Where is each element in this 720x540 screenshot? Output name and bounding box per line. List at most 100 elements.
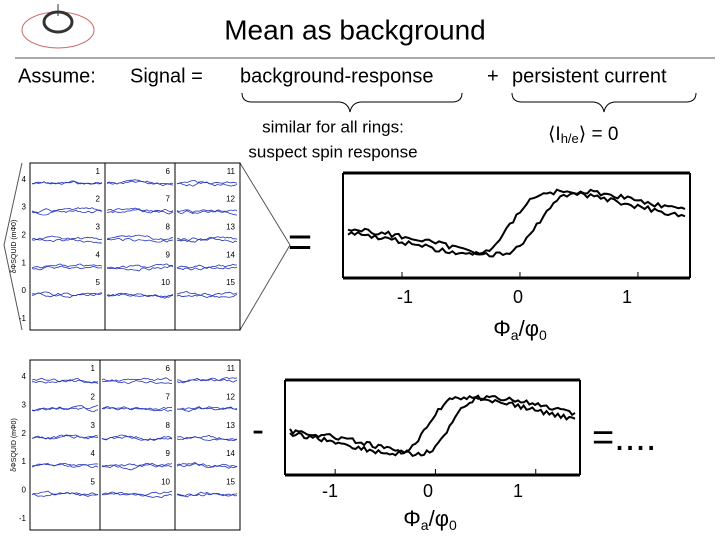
panel-ytick: 1 — [22, 258, 27, 267]
panel-ytick: 2 — [22, 429, 27, 438]
x-axis-label: Φa/φ0 — [403, 506, 457, 533]
trace — [31, 291, 103, 299]
trace — [176, 461, 238, 469]
trace — [106, 292, 174, 299]
trace — [101, 378, 173, 385]
panel-frame — [29, 162, 241, 331]
persistent: persistent current — [512, 65, 667, 87]
trace — [176, 291, 238, 299]
trace — [176, 378, 238, 384]
trace — [101, 434, 173, 441]
panel-label: 4 — [96, 250, 101, 259]
panel-label: 15 — [226, 278, 235, 287]
trace — [31, 209, 103, 216]
panel-label: 8 — [166, 421, 171, 430]
panel-label: 10 — [161, 278, 170, 287]
trace — [106, 265, 174, 272]
note: similar for all rings: — [262, 117, 404, 136]
trace — [31, 490, 99, 496]
panel-label: 13 — [226, 421, 235, 430]
trace — [101, 491, 173, 498]
curve — [289, 394, 576, 457]
trace — [31, 207, 103, 214]
panel-frame — [29, 359, 241, 531]
panel-label: 14 — [226, 449, 235, 458]
panel-label: 6 — [166, 364, 171, 373]
mean-open: ⟨I — [548, 124, 561, 145]
x-tick-label: -1 — [322, 481, 338, 501]
trace — [176, 492, 238, 498]
trace — [31, 434, 99, 440]
note: suspect spin response — [248, 142, 417, 161]
trace — [31, 292, 103, 298]
trace — [106, 180, 174, 187]
panel-label: 4 — [91, 449, 96, 458]
trace — [176, 209, 238, 213]
x-axis-label-part: 0 — [539, 327, 547, 343]
trace — [176, 236, 238, 241]
panel-label: 9 — [166, 449, 171, 458]
panel-label: 12 — [226, 392, 235, 401]
trace — [101, 462, 173, 471]
trace — [31, 263, 103, 269]
panel-label: 15 — [226, 477, 235, 486]
panel-label: 12 — [226, 195, 235, 204]
panel-label: 7 — [166, 392, 171, 401]
x-axis-label-part: 0 — [449, 517, 457, 533]
trace — [176, 266, 238, 271]
background: background-response — [240, 65, 433, 87]
trace — [176, 463, 238, 468]
x-tick-label: 1 — [513, 481, 523, 501]
panel-ytick: 2 — [22, 230, 27, 239]
trace — [106, 207, 174, 215]
assume: Assume: — [18, 65, 96, 87]
braces — [241, 92, 697, 113]
trace — [31, 265, 102, 271]
x-tick-label: 0 — [423, 481, 433, 501]
trace — [106, 237, 174, 243]
x-axis-label-part: a — [421, 517, 429, 533]
panel-label: 2 — [91, 392, 96, 401]
curve — [289, 394, 576, 458]
trace — [31, 235, 103, 244]
brackets — [3, 162, 291, 331]
plus: + — [487, 65, 499, 87]
trace — [101, 436, 173, 441]
equals: = — [288, 218, 313, 265]
panel-label: 1 — [96, 167, 101, 176]
trace — [176, 491, 238, 497]
panel-label: 10 — [161, 477, 170, 486]
trace — [176, 291, 238, 298]
equals-dots: =.... — [592, 417, 656, 459]
panel-label: 8 — [166, 222, 171, 231]
signal: Signal = — [130, 65, 203, 87]
x-axis-label: Φa/φ0 — [493, 316, 547, 343]
trace — [176, 377, 238, 383]
trace — [176, 180, 238, 187]
trace — [31, 434, 98, 440]
trace — [101, 406, 173, 412]
trace — [106, 263, 173, 270]
panel-ytick: 0 — [22, 485, 27, 494]
trace — [101, 490, 173, 497]
panel-ytick: 4 — [22, 372, 27, 381]
panel-label: 7 — [166, 195, 171, 204]
trace — [176, 209, 238, 216]
panel-ylabel: δΦSQUID (mΦ0) — [11, 418, 18, 472]
panel-ytick: 4 — [22, 175, 27, 184]
panel-label: 5 — [96, 278, 101, 287]
trace — [176, 407, 238, 412]
panel-ytick: -1 — [19, 314, 27, 323]
panel-ylabel: δΦSQUID (mΦ0) — [11, 220, 18, 274]
logo — [21, 4, 95, 49]
x-axis-label-part: Φ — [493, 316, 511, 341]
trace — [176, 263, 238, 269]
mean-zero: ⟨Ih/e⟩ = 0 — [548, 124, 618, 146]
trace — [176, 436, 238, 441]
trace — [106, 234, 174, 241]
x-axis-label-part: Φ — [403, 506, 421, 531]
panel-ytick: 3 — [22, 400, 27, 409]
x-tick-label: 1 — [622, 287, 632, 307]
panel-label: 5 — [91, 477, 96, 486]
